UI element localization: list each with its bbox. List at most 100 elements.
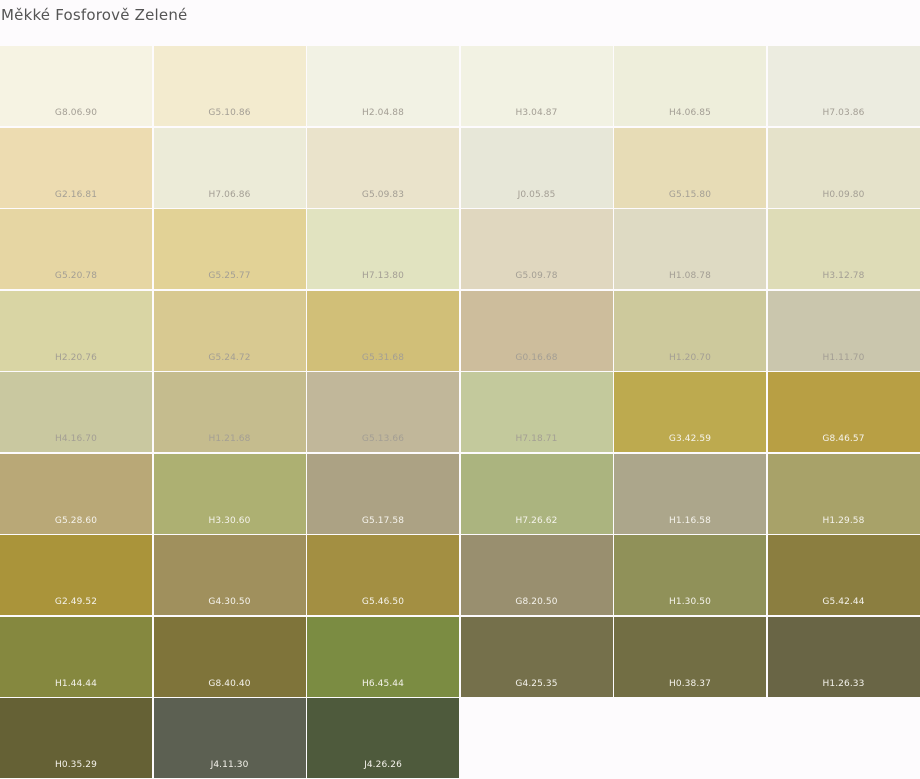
swatch-code-label: G5.28.60 xyxy=(54,515,98,526)
color-swatch[interactable]: G5.24.72 xyxy=(153,290,306,371)
color-swatch[interactable]: J4.11.30 xyxy=(153,698,306,778)
color-swatch[interactable]: G5.46.50 xyxy=(307,535,459,615)
swatch-code-label: H7.18.71 xyxy=(515,434,558,444)
swatch-code-label: G8.40.40 xyxy=(208,678,251,689)
swatch-code-label: H3.04.87 xyxy=(515,108,558,118)
swatch-code-label: G5.13.66 xyxy=(361,434,405,444)
color-swatch[interactable]: H1.11.70 xyxy=(767,290,920,371)
swatch-code-label: H1.16.58 xyxy=(669,515,711,526)
swatch-code-label: J0.05.85 xyxy=(517,189,556,200)
color-swatch[interactable]: H0.38.37 xyxy=(614,616,766,697)
swatch-code-label: H7.13.80 xyxy=(362,271,404,281)
color-swatch[interactable]: G8.20.50 xyxy=(460,535,613,615)
color-swatch[interactable]: G5.42.44 xyxy=(767,535,920,615)
color-swatch[interactable]: G5.25.77 xyxy=(153,209,306,289)
color-swatch[interactable]: H2.04.88 xyxy=(307,46,459,126)
swatch-code-label: G2.16.81 xyxy=(54,189,98,200)
swatch-code-label: H1.44.44 xyxy=(55,678,97,689)
color-swatch[interactable]: H1.20.70 xyxy=(614,290,766,371)
color-swatch[interactable]: H1.26.33 xyxy=(767,616,920,697)
swatch-code-label: G5.42.44 xyxy=(822,597,865,607)
swatch-code-label: G5.46.50 xyxy=(361,597,405,607)
color-swatch[interactable]: G5.17.58 xyxy=(307,453,459,534)
color-swatch[interactable]: H3.04.87 xyxy=(460,46,613,126)
swatch-code-label: J4.26.26 xyxy=(364,760,402,770)
color-swatch[interactable]: H7.03.86 xyxy=(767,46,920,126)
swatch-code-label: G4.25.35 xyxy=(515,678,558,689)
swatch-code-label: H1.20.70 xyxy=(669,352,711,363)
swatch-code-label: G3.42.59 xyxy=(668,434,712,444)
swatch-code-label: H2.04.88 xyxy=(362,108,404,118)
color-swatch[interactable]: H7.26.62 xyxy=(460,453,613,534)
color-swatch[interactable]: G8.40.40 xyxy=(153,616,306,697)
swatch-code-label: G5.10.86 xyxy=(208,108,251,118)
color-swatch[interactable]: H1.44.44 xyxy=(0,616,152,697)
swatch-code-label: G5.31.68 xyxy=(361,352,405,363)
swatch-code-label: G8.20.50 xyxy=(515,597,558,607)
swatch-code-label: H3.30.60 xyxy=(208,515,251,526)
color-swatch[interactable]: H3.12.78 xyxy=(767,209,920,289)
color-swatch[interactable]: H1.29.58 xyxy=(767,453,920,534)
color-swatch-grid: G8.06.90 G5.10.86 H2.04.88 H3.04.87 H4.06.85… xyxy=(0,46,920,778)
color-swatch[interactable]: J4.26.26 xyxy=(307,698,459,778)
swatch-code-label: H7.03.86 xyxy=(822,108,865,118)
color-swatch[interactable]: G0.16.68 xyxy=(460,290,613,371)
color-swatch[interactable]: H4.16.70 xyxy=(0,372,152,452)
color-swatch[interactable]: G5.10.86 xyxy=(153,46,306,126)
color-swatch[interactable]: H0.35.29 xyxy=(0,698,152,778)
swatch-code-label: G5.09.78 xyxy=(515,271,558,281)
color-swatch[interactable]: H7.18.71 xyxy=(460,372,613,452)
color-swatch[interactable]: G2.16.81 xyxy=(0,127,152,208)
color-swatch[interactable]: H1.30.50 xyxy=(614,535,766,615)
color-swatch[interactable]: G5.13.66 xyxy=(307,372,459,452)
swatch-code-label: G8.46.57 xyxy=(822,434,865,444)
color-swatch[interactable]: G5.20.78 xyxy=(0,209,152,289)
color-swatch[interactable]: G8.06.90 xyxy=(0,46,152,126)
swatch-code-label: G4.30.50 xyxy=(208,597,251,607)
swatch-code-label: G5.17.58 xyxy=(361,515,405,526)
swatch-code-label: H4.06.85 xyxy=(669,108,711,118)
color-swatch[interactable]: H1.08.78 xyxy=(614,209,766,289)
swatch-code-label: H0.38.37 xyxy=(669,678,711,689)
swatch-code-label: H2.20.76 xyxy=(55,352,97,363)
swatch-code-label: H1.30.50 xyxy=(669,597,711,607)
color-swatch[interactable]: G8.46.57 xyxy=(767,372,920,452)
color-swatch[interactable]: H0.09.80 xyxy=(767,127,920,208)
color-swatch[interactable]: H7.06.86 xyxy=(153,127,306,208)
color-swatch[interactable]: H6.45.44 xyxy=(307,616,459,697)
swatch-code-label: J4.11.30 xyxy=(210,760,249,770)
swatch-code-label: G5.09.83 xyxy=(361,189,405,200)
swatch-code-label: G5.24.72 xyxy=(208,352,251,363)
swatch-code-label: H3.12.78 xyxy=(822,271,865,281)
color-swatch[interactable]: H1.21.68 xyxy=(153,372,306,452)
color-swatch[interactable]: H4.06.85 xyxy=(614,46,766,126)
swatch-code-label: G5.15.80 xyxy=(668,189,712,200)
swatch-code-label: H1.11.70 xyxy=(822,352,865,363)
color-swatch[interactable]: G5.09.83 xyxy=(307,127,459,208)
color-swatch[interactable]: G3.42.59 xyxy=(614,372,766,452)
swatch-code-label: H7.26.62 xyxy=(515,515,558,526)
swatch-code-label: G2.49.52 xyxy=(54,597,98,607)
color-swatch[interactable]: G5.15.80 xyxy=(614,127,766,208)
color-swatch[interactable]: H2.20.76 xyxy=(0,290,152,371)
color-swatch[interactable]: H7.13.80 xyxy=(307,209,459,289)
swatch-code-label: H6.45.44 xyxy=(362,678,404,689)
swatch-code-label: H1.29.58 xyxy=(822,515,865,526)
swatch-code-label: H4.16.70 xyxy=(55,434,97,444)
page-title: Měkké Fosforově Zelené xyxy=(1,6,188,24)
swatch-code-label: H0.09.80 xyxy=(822,189,865,200)
color-swatch[interactable]: G4.25.35 xyxy=(460,616,613,697)
swatch-code-label: G8.06.90 xyxy=(54,108,98,118)
color-swatch[interactable]: H1.16.58 xyxy=(614,453,766,534)
color-swatch[interactable]: G5.28.60 xyxy=(0,453,152,534)
swatch-code-label: H1.26.33 xyxy=(822,678,865,689)
swatch-code-label: H0.35.29 xyxy=(55,760,97,770)
swatch-code-label: G0.16.68 xyxy=(515,352,558,363)
color-swatch[interactable]: G5.09.78 xyxy=(460,209,613,289)
color-swatch[interactable]: G5.31.68 xyxy=(307,290,459,371)
color-swatch[interactable]: J0.05.85 xyxy=(460,127,613,208)
color-swatch[interactable]: G2.49.52 xyxy=(0,535,152,615)
swatch-code-label: H1.21.68 xyxy=(208,434,251,444)
color-swatch[interactable]: H3.30.60 xyxy=(153,453,306,534)
color-swatch[interactable]: G4.30.50 xyxy=(153,535,306,615)
